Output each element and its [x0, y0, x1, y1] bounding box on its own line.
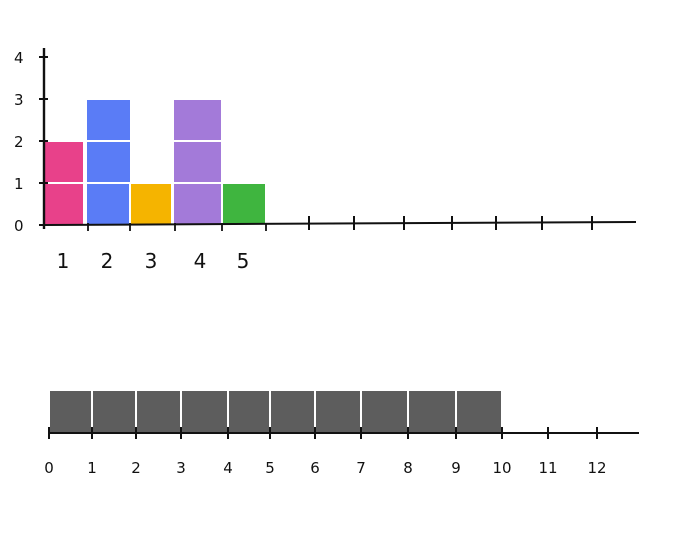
bar-2: [85, 98, 132, 226]
unit-block: [455, 389, 503, 434]
unit-block: [180, 389, 229, 434]
number-line-label: 5: [265, 459, 275, 477]
number-line-label: 7: [356, 459, 366, 477]
y-tick-label: 0: [14, 217, 24, 235]
x-axis: [43, 221, 637, 226]
bar-block: [85, 98, 132, 142]
bar-block: [172, 182, 223, 226]
number-line-label: 10: [492, 459, 511, 477]
y-tick-label: 2: [14, 133, 24, 151]
number-line-label: 6: [310, 459, 320, 477]
top-bar-chart: 0 1 2 3 4 1 2 3 4 5: [14, 48, 637, 273]
bar-block: [42, 140, 85, 184]
bar-1: [42, 140, 85, 226]
bar-block: [221, 182, 267, 226]
category-label: 5: [237, 249, 250, 273]
bar-block: [129, 182, 173, 226]
category-label: 4: [194, 249, 207, 273]
bar-4: [172, 98, 223, 226]
y-tick-label: 1: [14, 175, 24, 193]
number-line-label: 12: [587, 459, 606, 477]
bar-block: [172, 98, 223, 142]
number-line-label: 1: [87, 459, 97, 477]
bar-block: [42, 182, 85, 226]
bar-block: [172, 140, 223, 184]
number-line-label: 3: [176, 459, 186, 477]
number-line-label: 11: [538, 459, 557, 477]
category-label: 2: [101, 249, 114, 273]
bar-block: [85, 182, 132, 226]
unit-block: [360, 389, 409, 434]
unit-block: [269, 389, 316, 434]
unit-block: [48, 389, 93, 434]
y-tick-label: 4: [14, 49, 24, 67]
category-label: 1: [57, 249, 70, 273]
unit-block: [314, 389, 362, 434]
number-line-label: 8: [403, 459, 413, 477]
bottom-number-line: 0 1 2 3 4 5 6 7 8 9 10 11 12: [44, 389, 639, 477]
unit-block: [91, 389, 137, 434]
number-line-label: 9: [451, 459, 461, 477]
number-line-label: 0: [44, 459, 54, 477]
unit-block: [407, 389, 457, 434]
bar-block: [85, 140, 132, 184]
number-line-label: 2: [131, 459, 141, 477]
bar-3: [129, 182, 173, 226]
unit-block: [227, 389, 271, 434]
category-label: 3: [145, 249, 158, 273]
unit-block: [135, 389, 182, 434]
number-line-label: 4: [223, 459, 233, 477]
bar-5: [221, 182, 267, 226]
y-tick-label: 3: [14, 91, 24, 109]
